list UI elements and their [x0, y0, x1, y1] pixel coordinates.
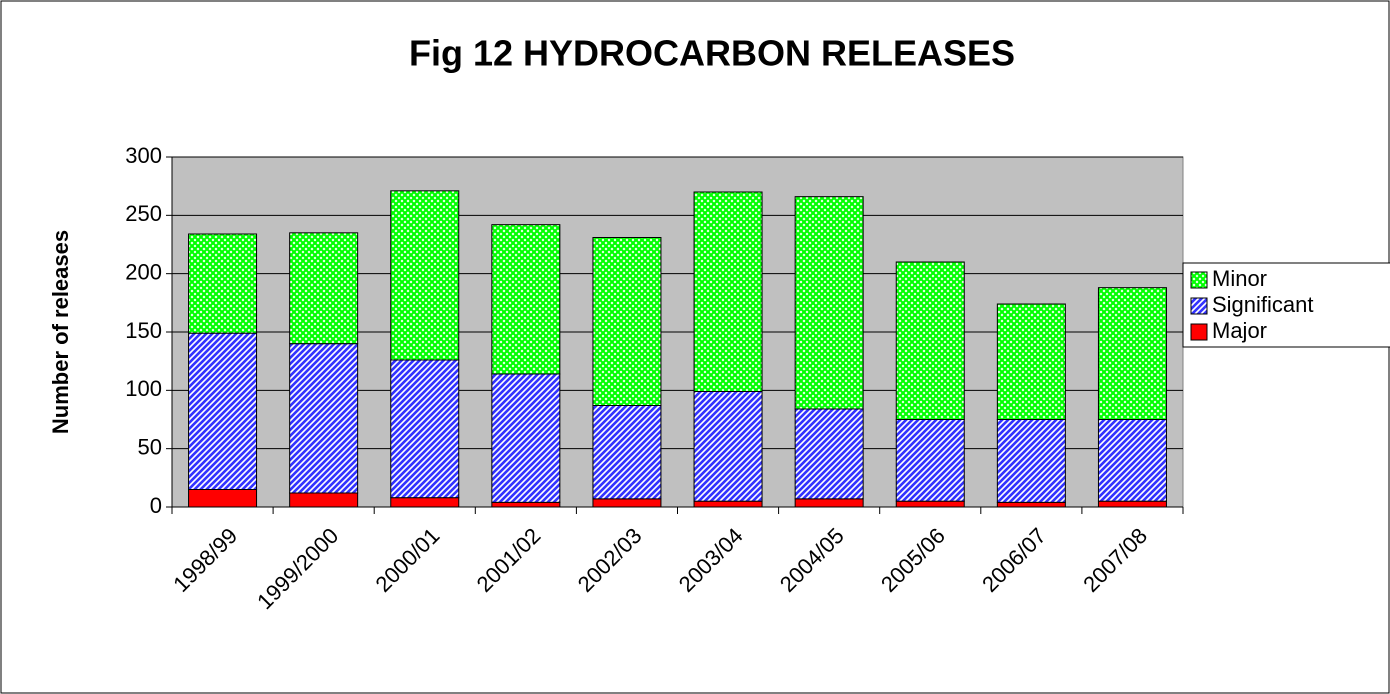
- bar-segment: [592, 498, 662, 508]
- bar-segment: [188, 489, 258, 508]
- bar-segment: [491, 501, 561, 508]
- bar-segment: [491, 373, 561, 503]
- chart-title: Fig 12 HYDROCARBON RELEASES: [409, 33, 1015, 74]
- y-tick-label: 50: [138, 434, 162, 459]
- legend-swatch: [1190, 271, 1208, 289]
- y-tick-label: 300: [125, 143, 162, 168]
- y-tick-label: 200: [125, 259, 162, 284]
- bar-segment: [188, 233, 258, 334]
- y-tick-label: 0: [150, 493, 162, 518]
- bar-segment: [693, 391, 763, 502]
- legend-box: [1182, 262, 1390, 348]
- bar-segment: [390, 190, 460, 361]
- bar-segment: [1097, 287, 1167, 420]
- bar-segment: [693, 191, 763, 392]
- y-tick-label: 150: [125, 318, 162, 343]
- bar-segment: [289, 232, 359, 345]
- bar-segment: [693, 500, 763, 508]
- bar-segment: [592, 237, 662, 406]
- bar-segment: [289, 343, 359, 494]
- bar-segment: [1097, 500, 1167, 508]
- bar-segment: [996, 303, 1066, 420]
- bar-segment: [794, 498, 864, 508]
- bar-segment: [895, 500, 965, 508]
- bar-segment: [491, 224, 561, 375]
- y-tick-label: 250: [125, 201, 162, 226]
- legend-label: Minor: [1212, 266, 1267, 291]
- legend-swatch: [1190, 297, 1208, 315]
- bar-segment: [996, 501, 1066, 508]
- y-tick-label: 100: [125, 376, 162, 401]
- bar-segment: [1097, 419, 1167, 502]
- bar-segment: [895, 261, 965, 420]
- bar-segment: [592, 405, 662, 500]
- bar-segment: [390, 497, 460, 508]
- bar-segment: [390, 359, 460, 499]
- bar-segment: [188, 332, 258, 490]
- bar-segment: [289, 492, 359, 508]
- legend-label: Major: [1212, 318, 1267, 343]
- bar-segment: [794, 196, 864, 410]
- bar-segment: [794, 408, 864, 500]
- y-axis-title: Number of releases: [48, 230, 73, 434]
- bar-segment: [895, 419, 965, 502]
- bar-segment: [996, 419, 1066, 503]
- legend-label: Significant: [1212, 292, 1314, 317]
- legend-swatch: [1190, 323, 1208, 341]
